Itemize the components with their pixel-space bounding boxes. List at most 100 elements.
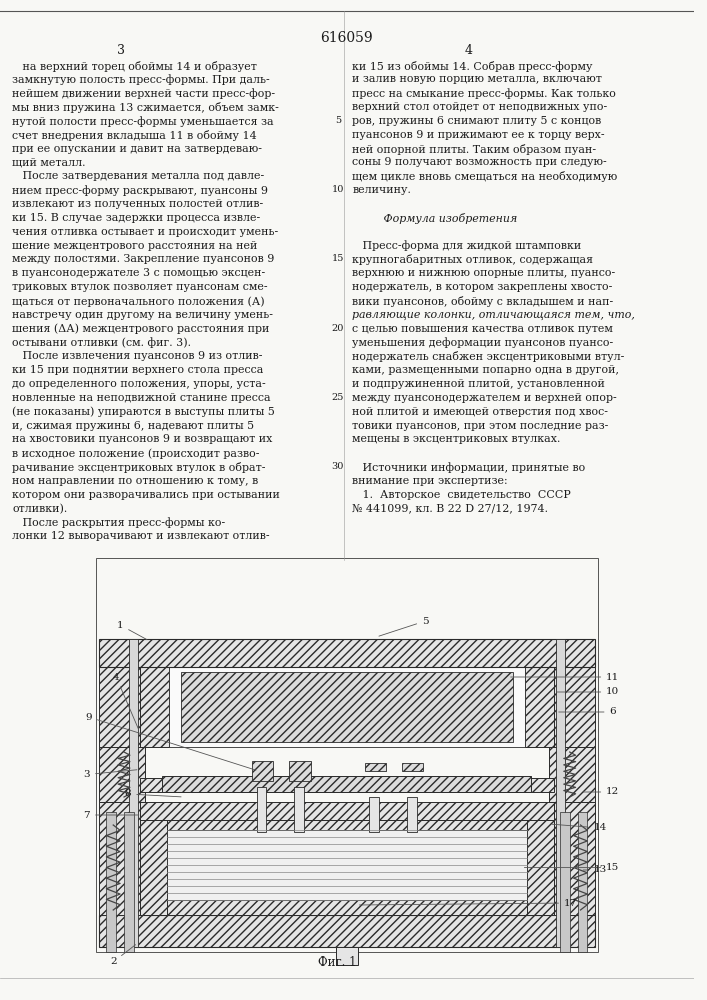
Text: 3: 3	[83, 770, 137, 779]
Text: ками, размещенными попарно одна в другой,: ками, размещенными попарно одна в другой…	[352, 365, 619, 375]
Bar	[525, 667, 554, 747]
Bar	[140, 778, 554, 792]
Text: нием пресс-форму раскрывают, пуансоны 9: нием пресс-форму раскрывают, пуансоны 9	[13, 185, 269, 196]
Text: № 441099, кл. В 22 D 27/12, 1974.: № 441099, кл. В 22 D 27/12, 1974.	[352, 504, 549, 514]
Text: верхний стол отойдет от неподвижных упо-: верхний стол отойдет от неподвижных упо-	[352, 102, 607, 112]
Bar	[407, 797, 416, 832]
Text: Источники информации, принятые во: Источники информации, принятые во	[352, 462, 585, 473]
Text: 25: 25	[332, 393, 344, 402]
Bar	[98, 915, 595, 947]
Text: нодержатель снабжен эксцентриковыми втул-: нодержатель снабжен эксцентриковыми втул…	[352, 351, 625, 362]
Text: Формула изобретения: Формула изобретения	[352, 213, 518, 224]
Text: щаться от первоначального положения (А): щаться от первоначального положения (А)	[13, 296, 265, 307]
Text: между полостями. Закрепление пуансонов 9: между полостями. Закрепление пуансонов 9	[13, 254, 275, 264]
Text: мы вниз пружина 13 сжимается, объем замк-: мы вниз пружина 13 сжимается, объем замк…	[13, 102, 279, 113]
Bar	[336, 947, 358, 965]
Text: пуансонов 9 и прижимают ее к торцу верх-: пуансонов 9 и прижимают ее к торцу верх-	[352, 130, 605, 140]
Bar	[181, 672, 513, 742]
Text: 11: 11	[510, 672, 619, 682]
Text: при ее опускании и давит на затвердеваю-: при ее опускании и давит на затвердеваю-	[13, 144, 262, 154]
Text: 5: 5	[335, 116, 341, 125]
Text: ки 15. В случае задержки процесса извле-: ки 15. В случае задержки процесса извле-	[13, 213, 261, 223]
Text: соны 9 получают возможность при следую-: соны 9 получают возможность при следую-	[352, 157, 607, 167]
Text: После извлечения пуансонов 9 из отлив-: После извлечения пуансонов 9 из отлив-	[13, 351, 263, 361]
Text: на хвостовики пуансонов 9 и возвращают их: на хвостовики пуансонов 9 и возвращают и…	[13, 434, 273, 444]
Text: ки 15 при поднятии верхнего стола пресса: ки 15 при поднятии верхнего стола пресса	[13, 365, 264, 375]
Text: 7: 7	[83, 810, 139, 820]
Text: отливки).: отливки).	[13, 504, 68, 514]
Text: 15: 15	[525, 863, 619, 872]
Text: величину.: величину.	[352, 185, 411, 195]
Bar	[560, 812, 570, 952]
Text: 8: 8	[124, 790, 181, 798]
Text: (не показаны) упираются в выступы плиты 5: (не показаны) упираются в выступы плиты …	[13, 407, 275, 417]
Text: нейшем движении верхней части пресс-фор-: нейшем движении верхней части пресс-фор-	[13, 88, 276, 99]
Bar	[167, 820, 527, 830]
Text: пресс на смыкание пресс-формы. Как только: пресс на смыкание пресс-формы. Как тольк…	[352, 88, 617, 99]
Text: нодержатель, в котором закреплены хвосто-: нодержатель, в котором закреплены хвосто…	[352, 282, 613, 292]
Text: равляющие колонки, отличающаяся тем, что,: равляющие колонки, отличающаяся тем, что…	[352, 310, 636, 320]
Bar	[554, 802, 595, 915]
Text: остывани отливки (см. фиг. 3).: остывани отливки (см. фиг. 3).	[13, 338, 192, 348]
Bar	[578, 812, 588, 952]
Bar	[140, 667, 169, 747]
Text: уменьшения деформации пуансонов пуансо-: уменьшения деформации пуансонов пуансо-	[352, 338, 614, 348]
Text: на верхний торец обоймы 14 и образует: на верхний торец обоймы 14 и образует	[13, 60, 257, 72]
Text: между пуансонодержателем и верхней опор-: между пуансонодержателем и верхней опор-	[352, 393, 617, 403]
Text: навстречу один другому на величину умень-: навстречу один другому на величину умень…	[13, 310, 274, 320]
Text: триковых втулок позволяет пуансонам сме-: триковых втулок позволяет пуансонам сме-	[13, 282, 268, 292]
Text: ной плитой и имеющей отверстия под хвос-: ной плитой и имеющей отверстия под хвос-	[352, 407, 609, 417]
Text: 15: 15	[332, 254, 344, 263]
Bar	[289, 761, 310, 781]
Bar	[163, 776, 532, 792]
Bar	[140, 802, 554, 820]
Text: 4: 4	[464, 44, 472, 57]
Text: шения (ΔА) межцентрового расстояния при: шения (ΔА) межцентрового расстояния при	[13, 324, 270, 334]
Text: 10: 10	[332, 185, 344, 194]
Text: Пресс-форма для жидкой штамповки: Пресс-форма для жидкой штамповки	[352, 241, 582, 251]
Bar	[402, 763, 423, 771]
Bar	[129, 639, 138, 947]
Bar	[527, 820, 554, 915]
Bar	[106, 812, 116, 952]
Text: и подпружиненной плитой, установленной: и подпружиненной плитой, установленной	[352, 379, 605, 389]
Text: ров, пружины 6 снимают плиту 5 с концов: ров, пружины 6 снимают плиту 5 с концов	[352, 116, 602, 126]
Bar	[252, 761, 274, 781]
Text: и, сжимая пружины 6, надевают плиты 5: и, сжимая пружины 6, надевают плиты 5	[13, 421, 255, 431]
Text: нутой полости пресс-формы уменьшается за: нутой полости пресс-формы уменьшается за	[13, 116, 274, 127]
Bar	[124, 812, 134, 952]
Text: вики пуансонов, обойму с вкладышем и нап-: вики пуансонов, обойму с вкладышем и нап…	[352, 296, 614, 307]
Text: 10: 10	[557, 688, 619, 696]
Text: 9: 9	[86, 712, 256, 770]
Bar	[257, 787, 267, 832]
Bar	[98, 667, 140, 747]
Text: 616059: 616059	[320, 30, 373, 44]
Bar	[98, 639, 595, 667]
Text: 14: 14	[552, 824, 607, 832]
Text: 5: 5	[379, 616, 428, 636]
Text: 1.  Авторское  свидетельство  СССР: 1. Авторское свидетельство СССР	[352, 490, 571, 500]
Text: верхнюю и нижнюю опорные плиты, пуансо-: верхнюю и нижнюю опорные плиты, пуансо-	[352, 268, 616, 278]
Text: 2: 2	[110, 945, 136, 966]
Text: После раскрытия пресс-формы ко-: После раскрытия пресс-формы ко-	[13, 518, 226, 528]
Text: 13: 13	[583, 865, 607, 874]
Text: мещены в эксцентриковых втулках.: мещены в эксцентриковых втулках.	[352, 434, 561, 444]
Text: 17: 17	[359, 898, 578, 908]
Bar	[167, 830, 527, 900]
Text: шение межцентрового расстояния на ней: шение межцентрового расстояния на ней	[13, 241, 258, 251]
Text: Фиг. 1: Фиг. 1	[317, 956, 356, 970]
Text: 4: 4	[113, 672, 139, 729]
Text: счет внедрения вкладыша 11 в обойму 14: счет внедрения вкладыша 11 в обойму 14	[13, 130, 257, 141]
Text: ном направлении по отношению к тому, в: ном направлении по отношению к тому, в	[13, 476, 259, 486]
Text: 3: 3	[117, 44, 125, 57]
Text: ней опорной плиты. Таким образом пуан-: ней опорной плиты. Таким образом пуан-	[352, 144, 597, 155]
Text: с целью повышения качества отливок путем: с целью повышения качества отливок путем	[352, 324, 613, 334]
Text: котором они разворачивались при остывании: котором они разворачивались при остывани…	[13, 490, 281, 500]
Bar	[140, 820, 167, 915]
Text: замкнутую полость пресс-формы. При даль-: замкнутую полость пресс-формы. При даль-	[13, 74, 270, 85]
Text: до определенного положения, упоры, уста-: до определенного положения, упоры, уста-	[13, 379, 267, 389]
Bar	[365, 763, 386, 771]
Text: ки 15 из обоймы 14. Собрав пресс-форму: ки 15 из обоймы 14. Собрав пресс-форму	[352, 60, 593, 72]
Text: щем цикле вновь смещаться на необходимую: щем цикле вновь смещаться на необходимую	[352, 171, 618, 182]
Text: 1: 1	[117, 620, 147, 640]
